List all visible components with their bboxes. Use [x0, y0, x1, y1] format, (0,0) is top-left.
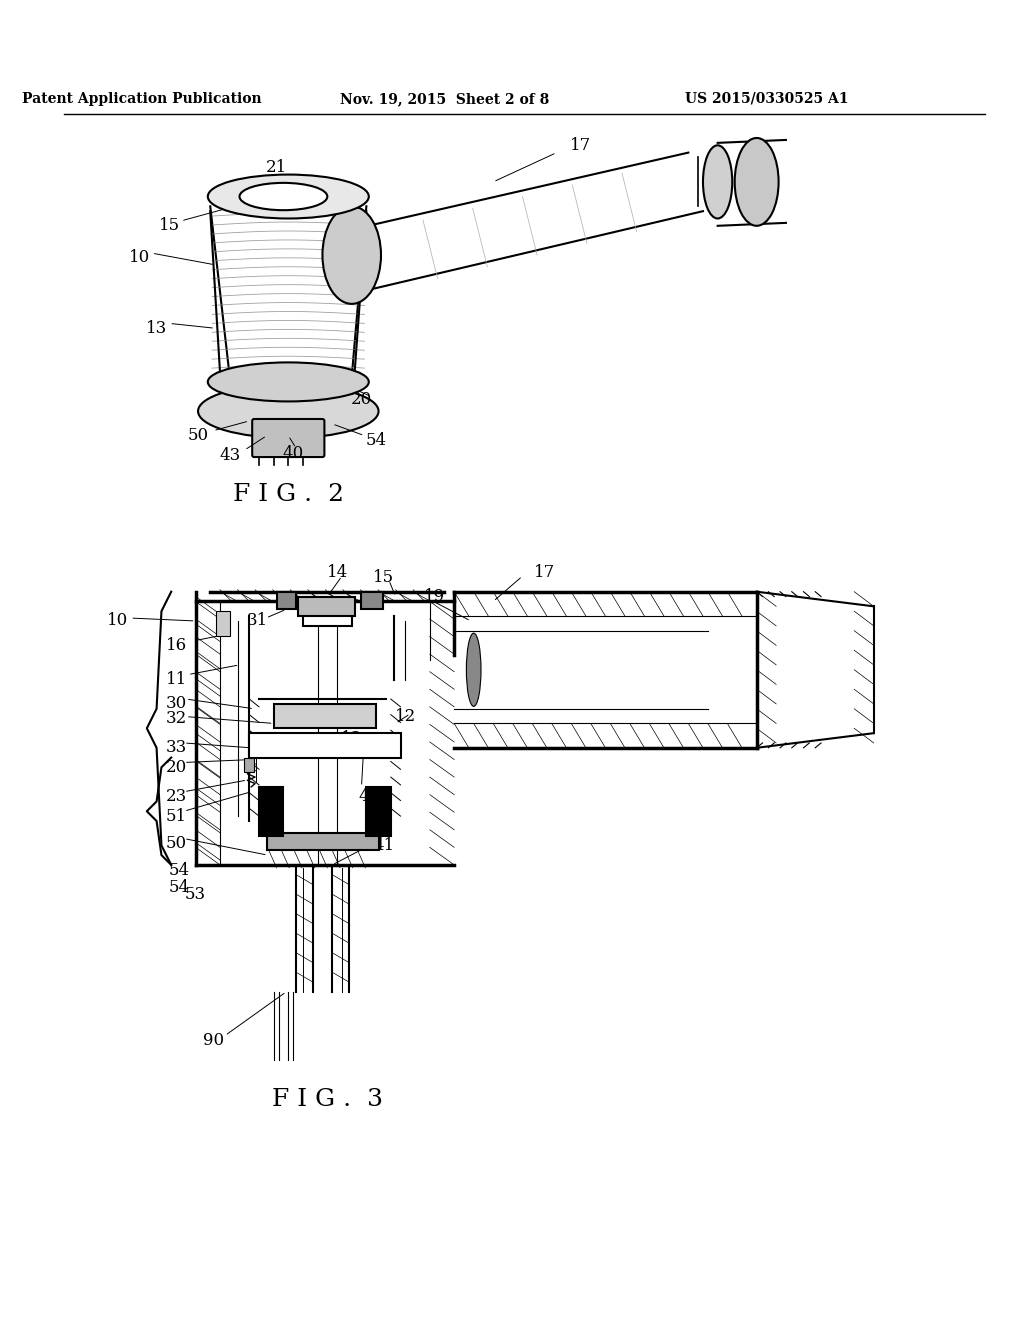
Ellipse shape [466, 634, 481, 706]
Text: Patent Application Publication: Patent Application Publication [23, 92, 262, 106]
Text: 13: 13 [341, 730, 362, 747]
Text: 15: 15 [159, 218, 180, 235]
Text: 32: 32 [166, 710, 186, 727]
Bar [245, 758, 254, 772]
Ellipse shape [208, 363, 369, 401]
Bar [216, 611, 229, 636]
Text: 19: 19 [424, 589, 445, 605]
Text: 14: 14 [327, 564, 348, 581]
Text: 40: 40 [283, 445, 304, 462]
Text: 90: 90 [203, 1032, 223, 1049]
Ellipse shape [240, 183, 328, 210]
Text: 53: 53 [185, 886, 206, 903]
Text: 17: 17 [535, 564, 556, 581]
Text: 50: 50 [166, 836, 186, 851]
Text: F I G .  2: F I G . 2 [232, 483, 344, 506]
Ellipse shape [734, 139, 778, 226]
Text: 10: 10 [106, 612, 128, 630]
Ellipse shape [198, 384, 379, 438]
Text: 51: 51 [166, 808, 186, 825]
Bar [298, 597, 354, 616]
Bar [361, 591, 383, 610]
Text: 31: 31 [247, 612, 267, 630]
Text: 10: 10 [129, 249, 151, 267]
Text: 40: 40 [358, 788, 380, 805]
Text: 54: 54 [169, 862, 189, 879]
Bar [267, 833, 379, 850]
Text: 12: 12 [395, 708, 416, 725]
Text: 54: 54 [366, 432, 387, 449]
Text: 43: 43 [219, 446, 241, 463]
Text: 15: 15 [374, 569, 394, 586]
Ellipse shape [208, 174, 369, 219]
Bar [249, 733, 400, 758]
Text: 33: 33 [166, 739, 186, 756]
Text: Nov. 19, 2015  Sheet 2 of 8: Nov. 19, 2015 Sheet 2 of 8 [340, 92, 549, 106]
Text: 20: 20 [166, 759, 186, 776]
Text: 11: 11 [166, 671, 186, 688]
Bar [273, 704, 376, 729]
Text: 16: 16 [166, 636, 186, 653]
Text: 50: 50 [188, 428, 209, 444]
FancyBboxPatch shape [252, 418, 325, 457]
Text: 30: 30 [166, 696, 186, 713]
Polygon shape [259, 787, 284, 836]
Text: 21: 21 [266, 158, 287, 176]
Ellipse shape [323, 206, 381, 304]
Ellipse shape [703, 145, 732, 219]
Text: US 2015/0330525 A1: US 2015/0330525 A1 [685, 92, 848, 106]
Bar [303, 597, 351, 626]
Text: 17: 17 [570, 137, 592, 154]
Text: 20: 20 [351, 391, 372, 408]
Text: 13: 13 [146, 319, 167, 337]
Bar [276, 591, 296, 610]
Text: 54: 54 [169, 879, 189, 896]
Polygon shape [367, 787, 391, 836]
Text: 23: 23 [166, 788, 186, 805]
Text: F I G .  3: F I G . 3 [271, 1088, 383, 1110]
Text: 41: 41 [374, 837, 394, 854]
